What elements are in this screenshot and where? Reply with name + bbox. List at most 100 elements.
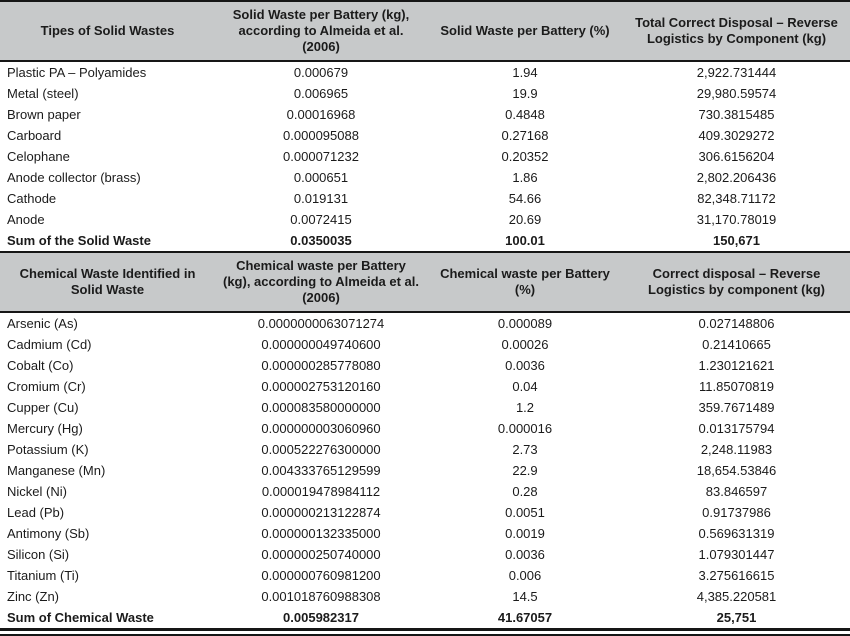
value-cell: 0.000000213122874 (261, 505, 381, 520)
header-cell: Correct disposal – Reverse Logistics by … (623, 252, 850, 313)
table-row: Zinc (Zn) 0.001018760988308 14.5 4,385.2205… (0, 586, 850, 607)
header-cell: Chemical waste per Battery (%) (427, 252, 623, 313)
chemical-waste-table-header: Chemical Waste Identified in Solid Waste… (0, 252, 850, 313)
value-cell: 0.0051 (505, 505, 545, 520)
value-cell: 41.67057 (497, 610, 553, 625)
value-cell: 2,922.731444 (696, 65, 777, 80)
value-cell: 0.000000049740600 (261, 337, 381, 352)
value-cell: 0.000095088 (283, 128, 359, 143)
value-cell: 0.0036 (505, 358, 545, 373)
solid-waste-table-header: Tipes of Solid Wastes Solid Waste per Bat… (0, 1, 850, 62)
value-cell: 306.6156204 (698, 149, 775, 164)
header-cell: Solid Waste per Battery (kg), according … (215, 1, 427, 62)
value-cell: 0.0036 (505, 547, 545, 562)
value-cell: 0.027148806 (698, 316, 775, 331)
value-cell: 0.0072415 (290, 212, 352, 227)
row-label-cell: Antimony (Sb) (7, 526, 90, 541)
value-cell: 0.000000250740000 (261, 547, 381, 562)
table-row: Manganese (Mn) 0.004333765129599 22.9 18,65… (0, 460, 850, 481)
value-cell: 0.000089 (497, 316, 553, 331)
value-cell: 0.000019478984112 (261, 484, 381, 499)
table-row: Metal (steel) 0.006965 19.9 29,980.59574 (0, 83, 850, 104)
value-cell: 359.7671489 (698, 400, 775, 415)
table-row: Nickel (Ni) 0.000019478984112 0.28 83.84659… (0, 481, 850, 502)
table-row: Sum of the Solid Waste 0.0350035 100.01 150… (0, 230, 850, 251)
value-cell: 31,170.78019 (696, 212, 777, 227)
table-row: Celophane 0.000071232 0.20352 306.6156204 (0, 146, 850, 167)
value-cell: 1.079301447 (698, 547, 775, 562)
value-cell: 0.000002753120160 (261, 379, 381, 394)
value-cell: 100.01 (505, 233, 545, 248)
row-label-cell: Cathode (7, 191, 57, 206)
table-row: Anode 0.0072415 20.69 31,170.78019 (0, 209, 850, 230)
table-row: Anode collector (brass) 0.000651 1.86 2,802… (0, 167, 850, 188)
value-cell: 22.9 (512, 463, 538, 478)
value-cell: 20.69 (508, 212, 542, 227)
row-label-cell: Anode collector (brass) (7, 170, 141, 185)
value-cell: 11.85070819 (699, 379, 774, 394)
value-cell: 0.001018760988308 (261, 589, 381, 604)
row-label-cell: Nickel (Ni) (7, 484, 67, 499)
value-cell: 29,980.59574 (696, 86, 777, 101)
value-cell: 0.019131 (293, 191, 349, 206)
table-row: Carboard 0.000095088 0.27168 409.3029272 (0, 125, 850, 146)
value-cell: 730.3815485 (698, 107, 775, 122)
value-cell: 1.86 (512, 170, 538, 185)
table-row: Plastic PA – Polyamides 0.000679 1.94 2,922… (0, 61, 850, 83)
value-cell: 0.00026 (501, 337, 549, 352)
value-cell: 83.846597 (705, 484, 768, 499)
value-cell: 19.9 (512, 86, 538, 101)
row-label-cell: Anode (7, 212, 45, 227)
chemical-waste-table: Chemical Waste Identified in Solid Waste… (0, 251, 850, 628)
value-cell: 18,654.53846 (696, 463, 777, 478)
table-row: Potassium (K) 0.000522276300000 2.73 2,248.… (0, 439, 850, 460)
value-cell: 0.005982317 (283, 610, 359, 625)
table-row: Antimony (Sb) 0.000000132335000 0.0019 0.56… (0, 523, 850, 544)
table-row: Silicon (Si) 0.000000250740000 0.0036 1.079… (0, 544, 850, 565)
table-row: Titanium (Ti) 0.000000760981200 0.006 3.275… (0, 565, 850, 586)
value-cell: 0.0000000063071274 (257, 316, 385, 331)
value-cell: 0.000000132335000 (261, 526, 381, 541)
value-cell: 0.04 (512, 379, 538, 394)
value-cell: 0.00016968 (286, 107, 356, 122)
value-cell: 409.3029272 (698, 128, 775, 143)
value-cell: 0.569631319 (698, 526, 775, 541)
header-cell: Chemical Waste Identified in Solid Waste (0, 252, 215, 313)
value-cell: 0.28 (512, 484, 538, 499)
table-row: Cupper (Cu) 0.000083580000000 1.2 359.76714… (0, 397, 850, 418)
row-label-cell: Manganese (Mn) (7, 463, 106, 478)
table-row: Cadmium (Cd) 0.000000049740600 0.00026 0.21… (0, 334, 850, 355)
header-cell: Solid Waste per Battery (%) (427, 1, 623, 62)
solid-waste-table: Tipes of Solid Wastes Solid Waste per Bat… (0, 0, 850, 251)
value-cell: 0.91737986 (702, 505, 771, 520)
value-cell: 82,348.71172 (697, 191, 776, 206)
row-label-cell: Cupper (Cu) (7, 400, 79, 415)
row-label-cell: Zinc (Zn) (7, 589, 59, 604)
value-cell: 0.4848 (505, 107, 545, 122)
value-cell: 0.004333765129599 (261, 463, 381, 478)
header-cell: Chemical waste per Battery (kg), accordi… (215, 252, 427, 313)
row-label-cell: Metal (steel) (7, 86, 79, 101)
value-cell: 0.0019 (505, 526, 545, 541)
value-cell: 1.94 (512, 65, 538, 80)
header-cell: Tipes of Solid Wastes (0, 1, 215, 62)
table-row: Cobalt (Co) 0.000000285778080 0.0036 1.2301… (0, 355, 850, 376)
value-cell: 0.000016 (497, 421, 553, 436)
value-cell: 0.000000285778080 (261, 358, 381, 373)
table-row: Arsenic (As) 0.0000000063071274 0.000089 0.… (0, 312, 850, 334)
row-label-cell: Plastic PA – Polyamides (7, 65, 147, 80)
value-cell: 54.66 (508, 191, 542, 206)
table-row: Brown paper 0.00016968 0.4848 730.3815485 (0, 104, 850, 125)
value-cell: 0.000083580000000 (261, 400, 381, 415)
table-row: Cromium (Cr) 0.000002753120160 0.04 11.8507… (0, 376, 850, 397)
value-cell: 0.000000760981200 (261, 568, 381, 583)
row-label-cell: Celophane (7, 149, 70, 164)
table-row: Mercury (Hg) 0.000000003060960 0.000016 0.0… (0, 418, 850, 439)
row-label-cell: Brown paper (7, 107, 81, 122)
row-label-cell: Cadmium (Cd) (7, 337, 92, 352)
value-cell: 2.73 (512, 442, 538, 457)
value-cell: 0.013175794 (698, 421, 775, 436)
value-cell: 150,671 (713, 233, 760, 248)
value-cell: 0.000651 (293, 170, 349, 185)
